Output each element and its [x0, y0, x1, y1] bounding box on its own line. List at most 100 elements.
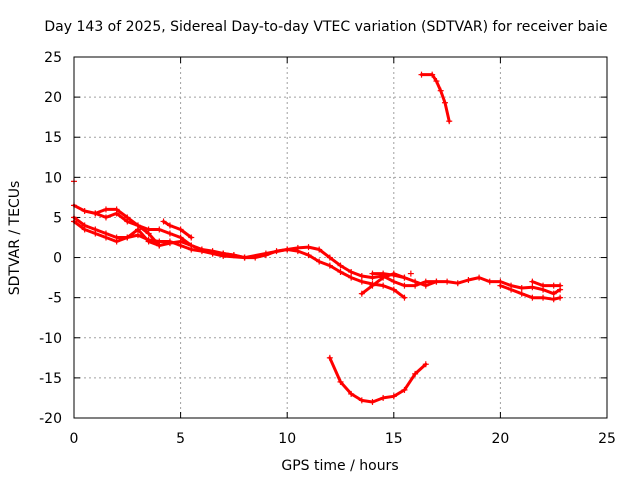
data-point — [177, 226, 184, 233]
y-tick-label: 10 — [44, 170, 62, 186]
data-point — [412, 278, 419, 285]
y-tick-label: -20 — [39, 411, 62, 427]
data-point — [418, 71, 425, 78]
data-point — [358, 278, 365, 285]
data-point — [422, 282, 429, 289]
data-point — [429, 71, 436, 78]
data-point — [550, 282, 557, 289]
x-tick-label: 0 — [70, 431, 79, 447]
data-point — [326, 262, 333, 269]
data-point — [348, 390, 355, 397]
outlier-point — [407, 270, 414, 277]
data-point — [160, 218, 167, 225]
data-point — [358, 290, 365, 297]
data-point — [230, 252, 237, 259]
data-point — [348, 268, 355, 275]
data-point — [348, 274, 355, 281]
data-point — [550, 296, 557, 303]
data-point — [380, 282, 387, 289]
data-point — [508, 286, 515, 293]
data-point — [454, 280, 461, 287]
data-point — [465, 277, 472, 284]
x-tick-label: 20 — [491, 431, 509, 447]
x-tick-label: 5 — [176, 431, 185, 447]
data-point — [102, 206, 109, 213]
data-point — [177, 238, 184, 245]
axis-ticks: 0 5 10 15 20 25 -20 -15 -10 -5 0 5 10 15 20 25 — [39, 50, 616, 447]
data-point — [486, 278, 493, 285]
x-tick-label: 25 — [598, 431, 616, 447]
data-point — [369, 398, 376, 405]
data-point — [305, 244, 312, 251]
y-tick-label: 20 — [44, 90, 62, 106]
series-dip-arc — [328, 356, 428, 404]
data-point — [518, 290, 525, 297]
data-point — [145, 230, 152, 237]
data-point — [220, 250, 227, 257]
data-point — [369, 282, 376, 289]
data-point — [316, 258, 323, 265]
data-point — [529, 284, 536, 291]
data-point — [294, 248, 301, 255]
data-point — [188, 242, 195, 249]
data-point — [497, 282, 504, 289]
data-point — [476, 274, 483, 281]
data-point — [156, 242, 163, 249]
data-point — [166, 222, 173, 229]
data-point — [134, 222, 141, 229]
data-point — [518, 285, 525, 292]
data-point — [401, 282, 408, 289]
data-point — [305, 252, 312, 259]
data-point — [166, 230, 173, 237]
data-point — [401, 274, 408, 281]
data-point — [102, 214, 109, 221]
x-tick-label: 10 — [278, 431, 296, 447]
data-point — [390, 278, 397, 285]
data-point — [92, 230, 99, 237]
y-tick-label: -5 — [48, 291, 62, 307]
data-point — [433, 78, 440, 85]
data-point — [529, 278, 536, 285]
data-point — [326, 354, 333, 361]
data-point — [113, 206, 120, 213]
data-point — [444, 278, 451, 285]
plot-frame — [73, 56, 608, 419]
data-point — [412, 370, 419, 377]
data-point — [326, 254, 333, 261]
data-point — [241, 254, 248, 261]
y-tick-label: 25 — [44, 50, 62, 66]
data-point — [337, 268, 344, 275]
data-point — [92, 210, 99, 217]
data-point — [337, 378, 344, 385]
data-point — [390, 286, 397, 293]
data-point — [380, 270, 387, 277]
data-point — [540, 282, 547, 289]
data-point — [422, 361, 429, 368]
data-point — [358, 397, 365, 404]
data-point — [134, 232, 141, 239]
data-point — [401, 294, 408, 301]
data-point — [401, 386, 408, 393]
data-point — [446, 118, 453, 125]
data-point — [198, 246, 205, 253]
y-tick-label: -15 — [39, 371, 62, 387]
data-point — [390, 272, 397, 279]
x-axis-label: GPS time / hours — [281, 458, 398, 474]
data-point — [369, 270, 376, 277]
data-point — [380, 394, 387, 401]
series-layer — [71, 71, 564, 405]
data-point — [102, 234, 109, 241]
y-axis-label: SDTVAR / TECUs — [7, 181, 23, 296]
data-point — [156, 226, 163, 233]
data-point — [529, 294, 536, 301]
series-track-e — [162, 220, 193, 239]
data-point — [557, 294, 564, 301]
data-point — [441, 99, 448, 106]
data-point — [437, 87, 444, 94]
y-tick-label: 0 — [53, 251, 62, 267]
data-point — [124, 214, 131, 221]
series-track-i — [530, 280, 562, 288]
data-point — [358, 273, 365, 280]
data-point — [188, 234, 195, 241]
